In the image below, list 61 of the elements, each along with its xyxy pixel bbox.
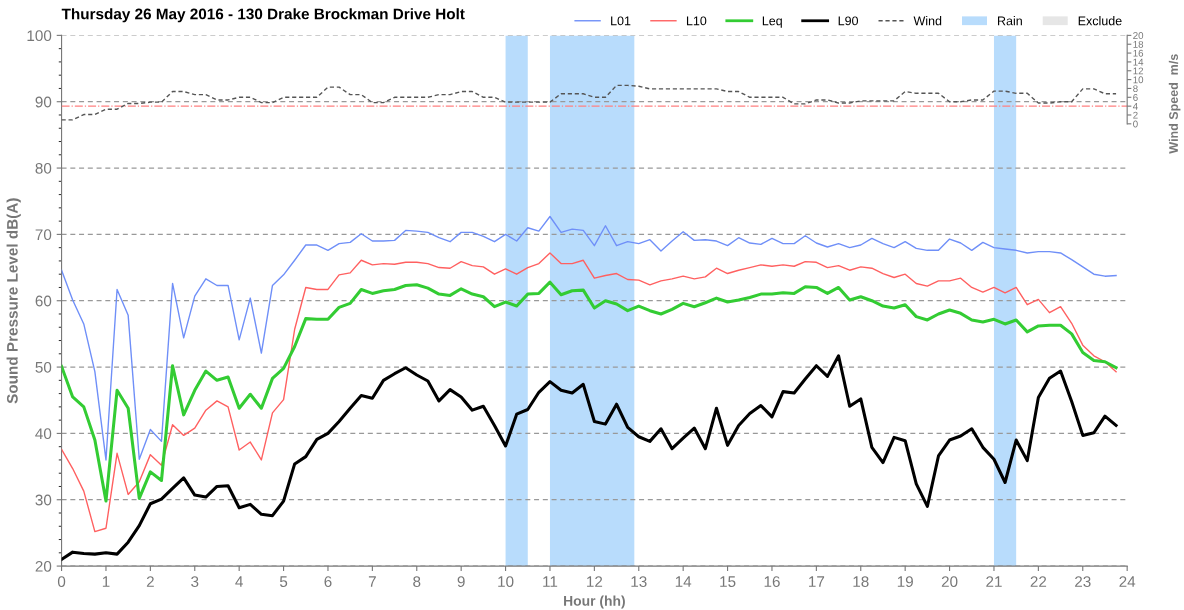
y2-axis-title: Wind Speed m/s — [1168, 54, 1181, 154]
y-tick-label: 80 — [35, 162, 52, 174]
legend-label: Leq — [762, 16, 782, 28]
y2-tick-label: 10 — [1133, 76, 1144, 84]
y-tick-label: 70 — [35, 229, 52, 241]
y2-tick-label: 14 — [1133, 58, 1144, 66]
y-tick-label: 30 — [35, 494, 52, 506]
y-tick-label: 90 — [35, 96, 52, 108]
y-axis-title: Sound Pressure Level dB(A) — [6, 198, 21, 404]
x-tick-label: 4 — [235, 576, 243, 587]
y2-tick-label: 18 — [1133, 40, 1144, 48]
x-tick-label: 20 — [941, 576, 958, 588]
x-tick-label: 16 — [764, 576, 780, 588]
line-series — [61, 252, 1117, 533]
x-tick-label: 21 — [986, 576, 1002, 587]
line-series — [61, 354, 1118, 561]
x-tick-label: 14 — [675, 576, 692, 587]
y-tick-label: 50 — [35, 361, 52, 373]
x-tick-label: 9 — [457, 576, 465, 588]
y-tick-label: 20 — [35, 560, 52, 572]
x-tick-label: 24 — [1119, 576, 1136, 587]
x-tick-label: 3 — [191, 576, 199, 588]
chart-title: Thursday 26 May 2016 - 130 Drake Brockman Drive Holt — [61, 8, 465, 23]
y-tick-label: 60 — [35, 295, 52, 307]
y-tick-label: 100 — [27, 30, 52, 42]
x-tick-label: 6 — [324, 576, 332, 588]
x-tick-label: 18 — [853, 576, 869, 588]
x-tick-label: 15 — [720, 576, 736, 588]
y2-tick-label: 20 — [1133, 32, 1144, 39]
x-tick-label: 23 — [1075, 576, 1091, 588]
legend-label: L01 — [611, 16, 631, 26]
x-tick-label: 10 — [498, 576, 514, 588]
x-tick-label: 12 — [587, 576, 603, 587]
y2-tick-label: 2 — [1133, 111, 1138, 119]
y2-tick-label: 4 — [1132, 102, 1138, 110]
x-tick-label: 2 — [146, 576, 154, 587]
legend-label: L90 — [838, 16, 859, 26]
legend-label: Wind — [913, 16, 942, 26]
legend-label: Exclude — [1078, 16, 1122, 26]
x-tick-label: 7 — [368, 576, 376, 587]
y2-tick-label: 0 — [1133, 120, 1138, 128]
x-tick-label: 11 — [543, 576, 558, 587]
line-series — [61, 84, 1117, 121]
x-tick-label: 5 — [279, 576, 288, 588]
y-tick-label: 40 — [35, 428, 52, 440]
x-tick-label: 17 — [809, 576, 825, 587]
x-tick-label: 0 — [57, 576, 66, 588]
x-tick-label: 22 — [1030, 576, 1047, 587]
x-tick-label: 19 — [897, 576, 913, 588]
y2-tick-label: 12 — [1133, 67, 1144, 75]
x-axis-title: Hour (hh) — [564, 595, 625, 609]
y2-tick-label: 6 — [1133, 94, 1138, 101]
x-tick-label: 8 — [413, 576, 421, 588]
line-series — [61, 280, 1118, 503]
line-series — [61, 215, 1117, 461]
x-tick-label: 13 — [631, 576, 647, 588]
legend-label: Rain — [998, 16, 1022, 26]
y2-tick-label: 8 — [1133, 85, 1138, 93]
x-tick-label: 1 — [102, 576, 110, 587]
legend-label: L10 — [686, 16, 707, 26]
y2-tick-label: 16 — [1133, 49, 1144, 57]
